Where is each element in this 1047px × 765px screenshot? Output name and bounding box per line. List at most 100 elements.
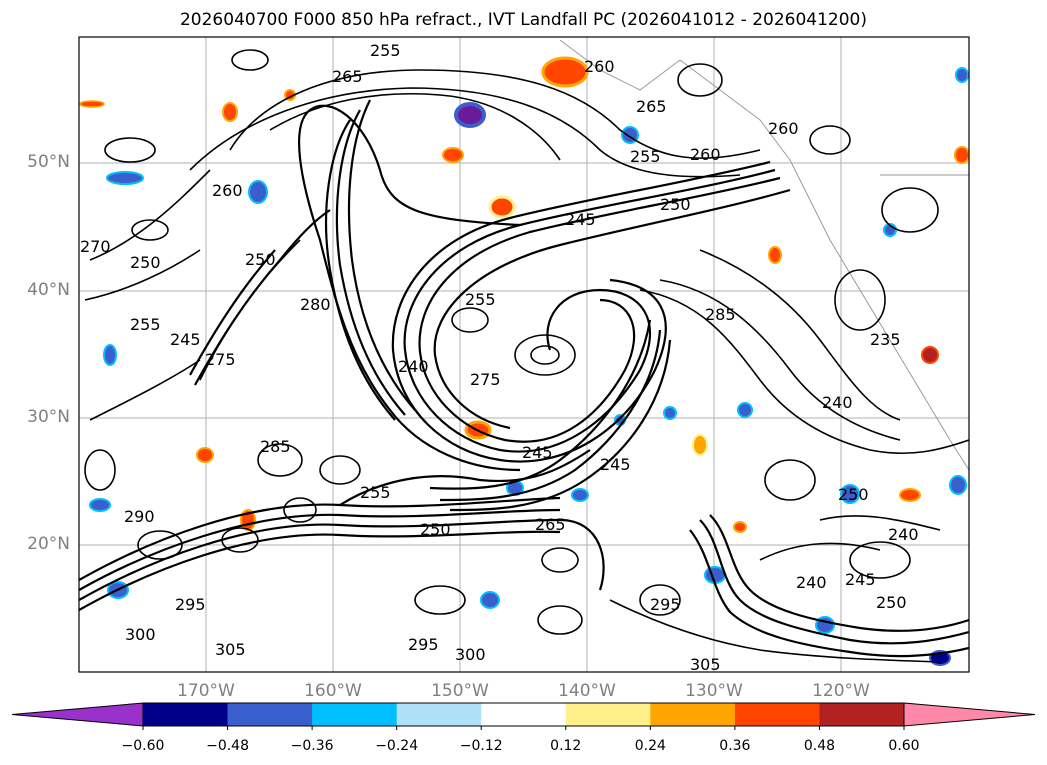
positive-anomaly bbox=[79, 100, 105, 108]
colorbar-segment bbox=[565, 703, 651, 726]
negative-anomaly bbox=[737, 402, 753, 418]
lat-label-40n: 40°N bbox=[27, 280, 70, 300]
negative-anomaly bbox=[480, 591, 500, 609]
contour-label: 250 bbox=[130, 253, 161, 272]
lon-label-120w: 120°W bbox=[812, 681, 870, 701]
positive-anomaly bbox=[921, 346, 939, 364]
colorbar-tick-label: −0.24 bbox=[375, 738, 419, 754]
colorbar-extend-max bbox=[903, 702, 1036, 727]
negative-anomaly bbox=[663, 406, 677, 420]
contour-label: 280 bbox=[300, 295, 331, 314]
coastlines bbox=[559, 39, 969, 471]
positive-anomaly bbox=[692, 434, 708, 456]
colorbar-tick-label: −0.48 bbox=[206, 738, 249, 754]
contour-label: 255 bbox=[370, 41, 401, 60]
contour-label: 300 bbox=[455, 645, 486, 664]
contour-label: 255 bbox=[130, 315, 161, 334]
contour-label: 300 bbox=[125, 625, 156, 644]
map-background bbox=[79, 37, 969, 672]
colorbar-segment bbox=[396, 703, 482, 726]
contour-label: 295 bbox=[650, 595, 681, 614]
positive-anomaly bbox=[733, 521, 747, 533]
contour-label: 295 bbox=[175, 595, 206, 614]
colorbar-segment bbox=[734, 703, 820, 726]
contour-label: 250 bbox=[838, 485, 869, 504]
colorbar-tick-label: 0.36 bbox=[719, 738, 751, 754]
colorbar-tick-label: 0.48 bbox=[803, 738, 836, 754]
contour-label: 260 bbox=[768, 119, 799, 138]
contour-label: 245 bbox=[170, 330, 201, 349]
contour-label: 255 bbox=[465, 290, 496, 309]
contour-label: 260 bbox=[212, 181, 243, 200]
contour-label: 240 bbox=[822, 393, 853, 412]
lon-label-150w: 150°W bbox=[431, 681, 489, 701]
lat-label-30n: 30°N bbox=[27, 407, 70, 427]
contour-label: 240 bbox=[398, 357, 429, 376]
contour-label: 250 bbox=[420, 520, 451, 539]
contour-label: 245 bbox=[522, 443, 553, 462]
contour-label: 255 bbox=[360, 483, 391, 502]
colorbar-tick-label: −0.12 bbox=[459, 738, 503, 754]
negative-anomaly bbox=[571, 488, 589, 502]
positive-anomaly bbox=[768, 246, 782, 264]
negative-anomaly bbox=[955, 67, 969, 83]
lon-label-170w: 170°W bbox=[177, 681, 235, 701]
lat-label-20n: 20°N bbox=[27, 534, 70, 554]
negative-anomaly bbox=[840, 484, 860, 504]
contour-label: 240 bbox=[796, 573, 827, 592]
colorbar-tick-label: −0.60 bbox=[121, 738, 165, 754]
lon-label-160w: 160°W bbox=[304, 681, 362, 701]
map-panel: 255 265 260 255 260 265 260 250 245 250 … bbox=[78, 36, 970, 674]
colorbar-segment bbox=[227, 703, 313, 726]
contour-label: 285 bbox=[705, 305, 736, 324]
positive-anomaly bbox=[488, 195, 516, 219]
colorbar-segment bbox=[143, 703, 229, 726]
contour-label: 305 bbox=[215, 640, 246, 659]
contour-label: 275 bbox=[470, 370, 501, 389]
colorbar-segment bbox=[481, 703, 567, 726]
positive-anomaly bbox=[954, 146, 969, 164]
contour-label: 250 bbox=[660, 195, 691, 214]
contour-label: 255 bbox=[630, 147, 661, 166]
contour-label: 290 bbox=[124, 507, 155, 526]
colorbar-tick-marks bbox=[142, 726, 905, 730]
positive-anomaly bbox=[442, 147, 464, 163]
colorbar bbox=[11, 702, 1036, 730]
contour-label: 265 bbox=[636, 97, 667, 116]
map-frame bbox=[78, 36, 970, 673]
contour-label: 265 bbox=[332, 67, 363, 86]
contour-label: 305 bbox=[690, 655, 721, 674]
positive-anomaly bbox=[222, 102, 238, 122]
negative-anomaly bbox=[89, 498, 111, 512]
contour-label: 260 bbox=[690, 145, 721, 164]
contour-label: 260 bbox=[584, 57, 615, 76]
contour-label: 240 bbox=[888, 525, 919, 544]
colorbar-tick-label: 0.24 bbox=[634, 738, 666, 754]
contour-label: 235 bbox=[870, 330, 901, 349]
contour-label: 245 bbox=[565, 210, 596, 229]
contour-label: 250 bbox=[245, 250, 276, 269]
negative-anomaly bbox=[248, 180, 268, 204]
refractivity-contours bbox=[79, 49, 969, 663]
colorbar-extend-min bbox=[11, 702, 144, 727]
plot-title: 2026040700 F000 850 hPa refract., IVT La… bbox=[179, 10, 867, 30]
contour-labels: 255 265 260 255 260 265 260 250 245 250 … bbox=[80, 41, 919, 674]
positive-anomaly bbox=[541, 56, 589, 88]
colorbar-segment bbox=[819, 703, 905, 726]
colorbar-frame bbox=[142, 702, 905, 727]
contour-label: 275 bbox=[205, 350, 236, 369]
contour-label: 295 bbox=[408, 635, 439, 654]
colorbar-segments bbox=[11, 702, 1036, 727]
colorbar-tick-label: −0.36 bbox=[290, 738, 334, 754]
negative-anomaly bbox=[103, 344, 117, 366]
positive-anomaly bbox=[196, 447, 214, 463]
lon-label-130w: 130°W bbox=[685, 681, 743, 701]
contour-label: 245 bbox=[600, 455, 631, 474]
contour-label: 245 bbox=[845, 570, 876, 589]
colorbar-segment bbox=[650, 703, 736, 726]
contour-label: 285 bbox=[260, 437, 291, 456]
contour-label: 270 bbox=[80, 237, 111, 256]
negative-anomaly bbox=[454, 102, 486, 128]
lon-label-140w: 140°W bbox=[558, 681, 616, 701]
positive-anomaly bbox=[899, 488, 921, 502]
